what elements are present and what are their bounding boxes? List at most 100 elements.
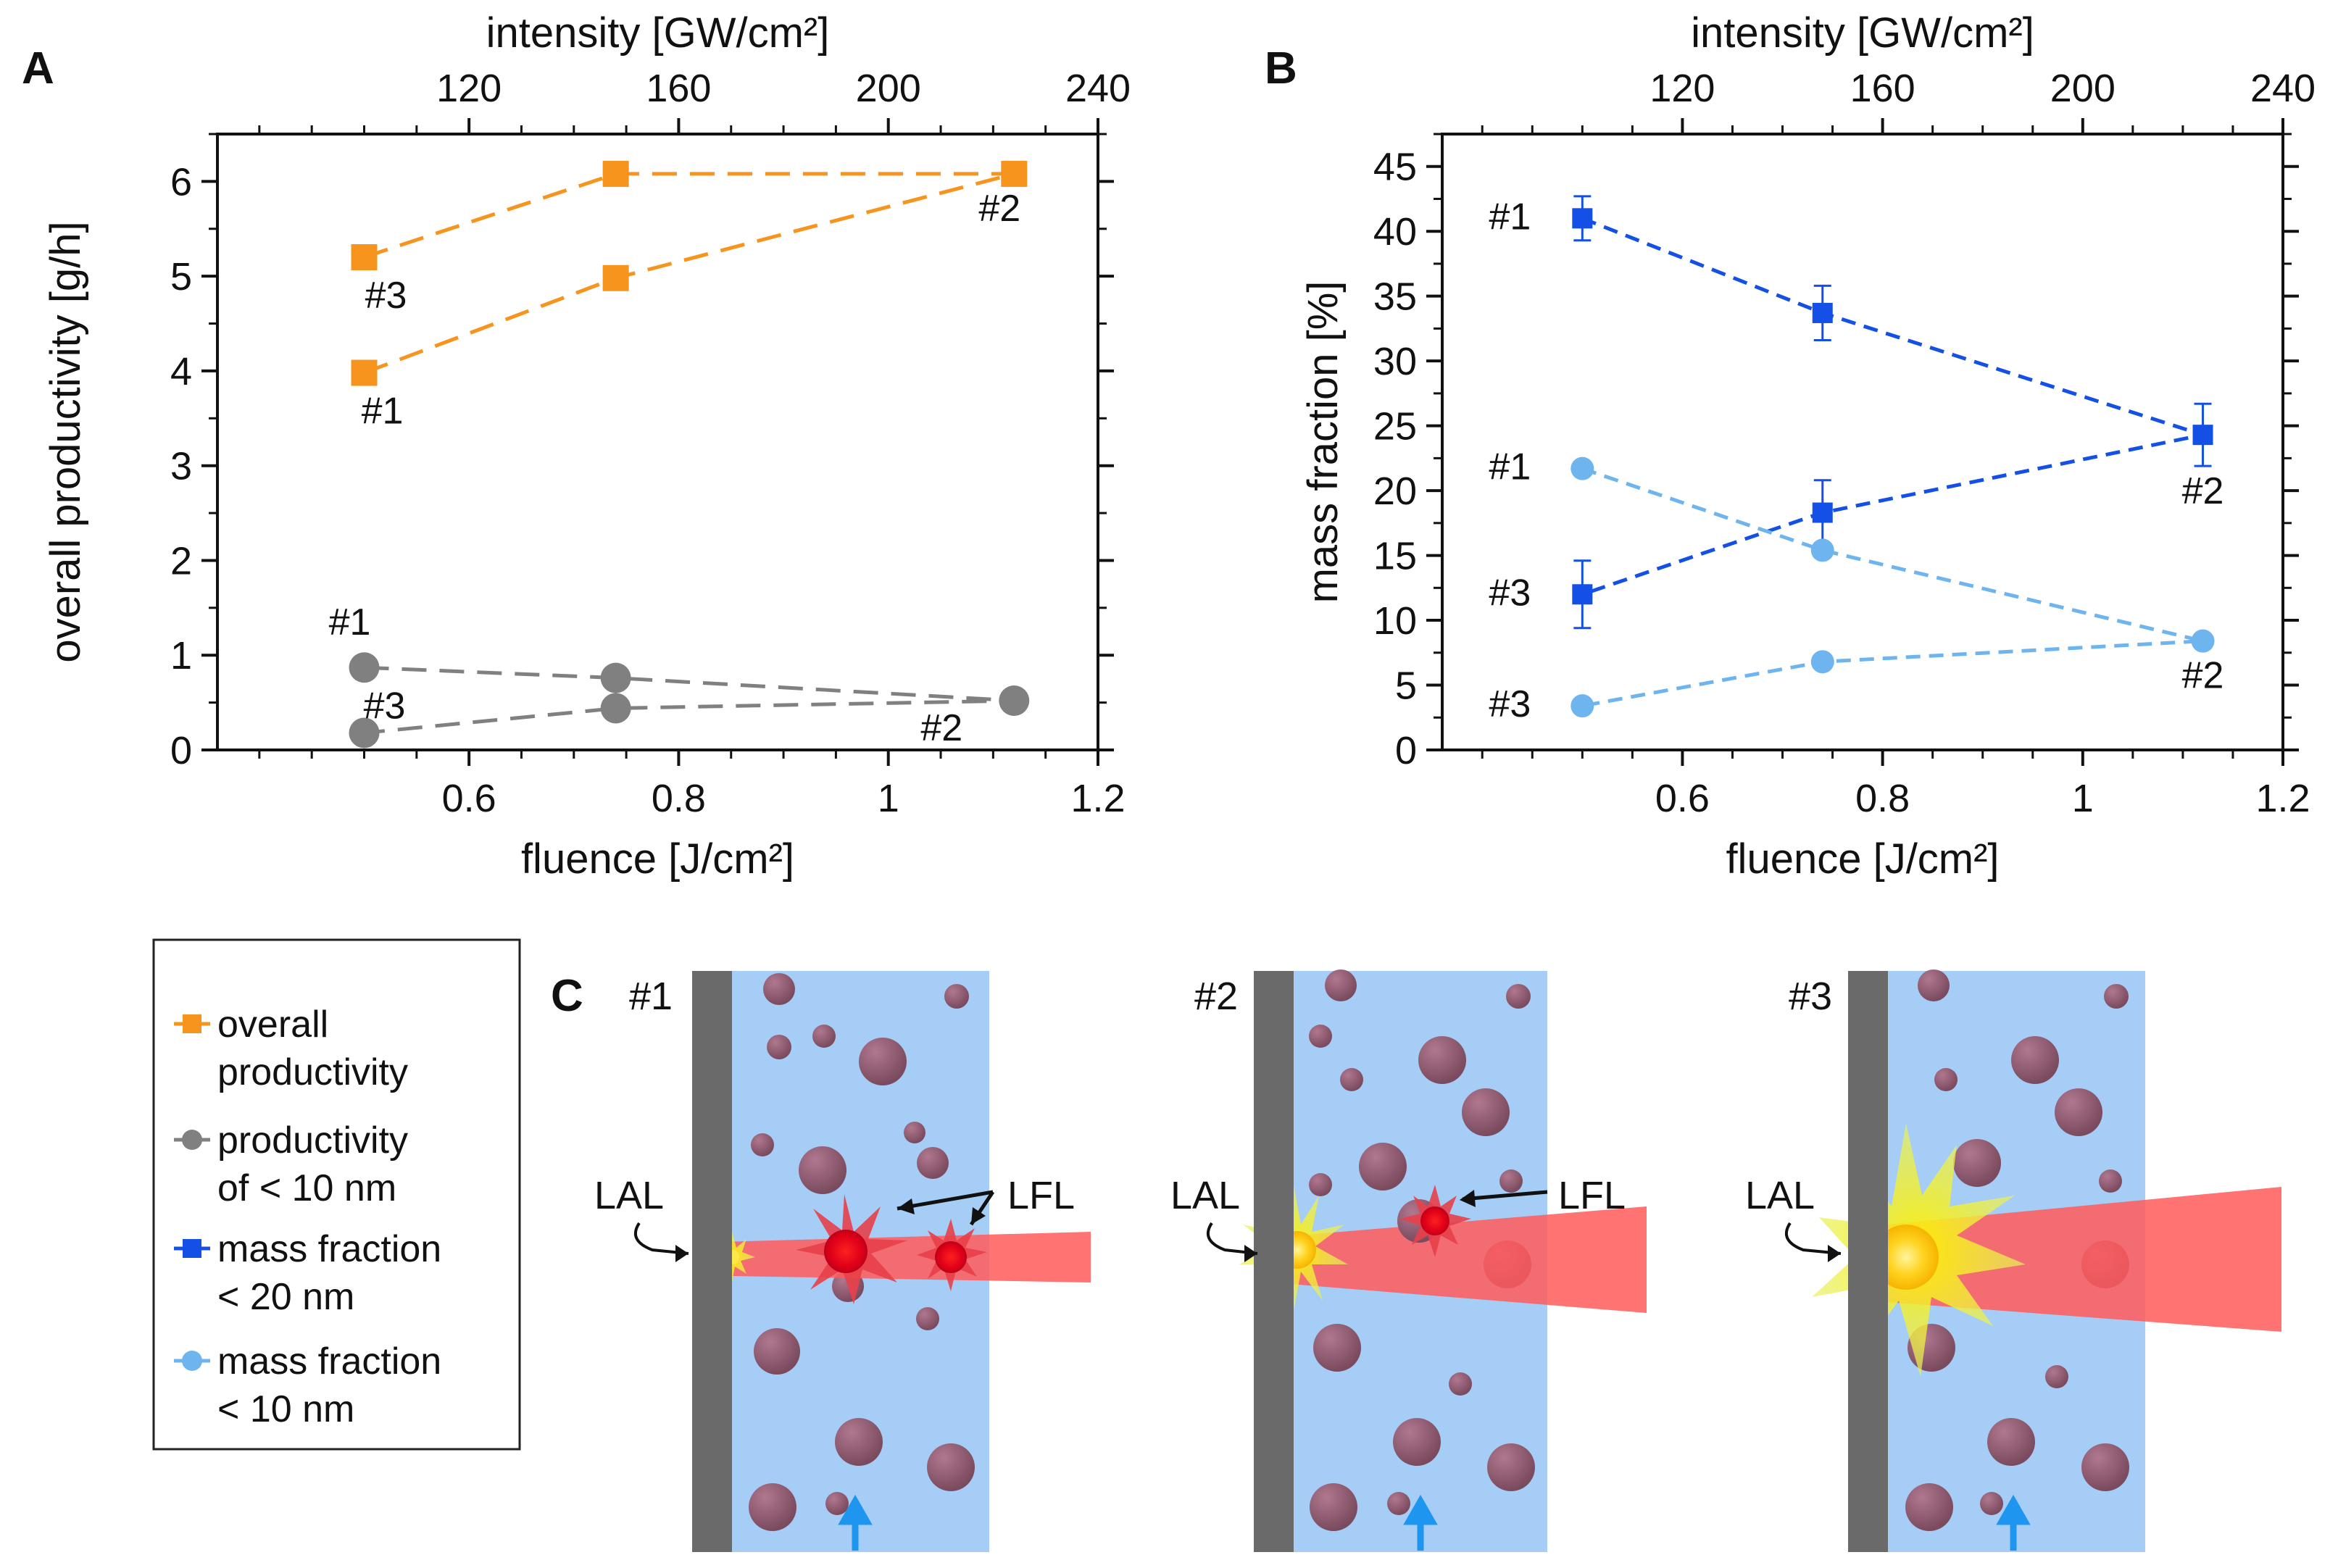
- particle: [1313, 1324, 1361, 1372]
- x-tick-label: 1.2: [1070, 777, 1125, 820]
- series-line: [1581, 467, 2204, 708]
- y-tick-label: 4: [170, 350, 192, 393]
- particle: [916, 1307, 939, 1330]
- lfl-particle-core: [935, 1241, 967, 1273]
- lal-pointer-arrow: [1785, 1222, 1842, 1255]
- y-tick-label: 15: [1373, 535, 1417, 578]
- y-tick-label: 3: [170, 445, 192, 488]
- arrowhead-icon: [1460, 1190, 1476, 1207]
- particle: [859, 1038, 907, 1085]
- lal-label: LAL: [1170, 1174, 1240, 1217]
- x-tick-label: 0.8: [1855, 777, 1910, 820]
- y-tick-label: 5: [170, 255, 192, 299]
- target-plate: [1254, 971, 1294, 1552]
- legend-square-marker: [183, 1014, 201, 1033]
- panel-letter-b: B: [1265, 43, 1297, 93]
- legend-item-overall-productivity: overall productivity: [174, 1004, 408, 1093]
- flow-arrow-icon: [1996, 1494, 2031, 1551]
- legend-circle-marker: [182, 1130, 202, 1150]
- x2-tick-label: 240: [1065, 67, 1131, 110]
- legend-item-mass-fraction-10nm: mass fraction < 10 nm: [174, 1340, 441, 1430]
- data-point-square: [602, 160, 629, 187]
- plot-frame: [216, 133, 1099, 751]
- particle: [825, 1492, 849, 1515]
- lal-pointer-arrow: [1207, 1222, 1258, 1255]
- particle: [1418, 1036, 1466, 1084]
- particle: [1918, 969, 1950, 1001]
- y-tick-label: 1: [170, 634, 192, 677]
- particle: [944, 984, 969, 1009]
- particle: [835, 1418, 883, 1466]
- x-axis-title: fluence [J/cm²]: [1726, 835, 1999, 883]
- legend-label-line2: < 10 nm: [217, 1388, 354, 1430]
- particle: [1309, 1173, 1332, 1196]
- lal-label: LAL: [594, 1174, 664, 1217]
- legend-item-mass-fraction-20nm: mass fraction < 20 nm: [174, 1228, 441, 1318]
- panel-a: A 0.6 0.8 1 1.2 120 160 200 240 0 1 2 3 4 5 6 fluence […: [22, 9, 1131, 883]
- y-tick-label: 0: [170, 729, 192, 772]
- particle: [763, 973, 795, 1005]
- data-point-label: #1: [1489, 446, 1531, 488]
- particle: [2081, 1443, 2129, 1491]
- x-tick-label: 0.8: [652, 777, 706, 820]
- particle: [1487, 1443, 1535, 1491]
- legend-label-line2: of < 10 nm: [217, 1167, 396, 1209]
- legend-label-line2: productivity: [217, 1051, 408, 1093]
- data-point-label: #2: [2182, 655, 2224, 697]
- data-point-square: [1001, 160, 1028, 187]
- legend-label-line1: mass fraction: [217, 1340, 441, 1383]
- legend: overall productivity productivity of < 1…: [152, 938, 521, 1451]
- x-tick-label: 1.2: [2255, 777, 2310, 820]
- data-point-circle: [600, 693, 631, 724]
- legend-circle-marker: [182, 1351, 202, 1371]
- particle: [2055, 1088, 2102, 1136]
- particle: [1499, 1169, 1523, 1193]
- laser-beam: [692, 1232, 1091, 1283]
- data-point-label: #1: [1489, 196, 1531, 238]
- arrowhead-icon: [897, 1198, 915, 1214]
- arrowhead-icon: [675, 1245, 688, 1262]
- particle: [1387, 1492, 1410, 1515]
- legend-frame: [152, 938, 521, 1451]
- particle: [1506, 984, 1531, 1009]
- data-point-circle: [600, 662, 631, 693]
- scene-id-label: #1: [629, 975, 673, 1018]
- lal-pointer-arrow: [634, 1222, 689, 1255]
- particle: [754, 1328, 800, 1375]
- particle: [767, 1035, 791, 1059]
- legend-label-line1: mass fraction: [217, 1228, 441, 1270]
- particle: [1310, 1483, 1357, 1531]
- x-tick-label: 1: [878, 777, 899, 820]
- data-point-circle: [2191, 629, 2215, 653]
- data-point-label: #2: [978, 188, 1020, 230]
- particle: [917, 1147, 949, 1179]
- panel-c: C: [551, 969, 2281, 1552]
- x2-axis-title: intensity [GW/cm²]: [1691, 9, 2034, 57]
- x-axis-title: fluence [J/cm²]: [521, 835, 794, 883]
- particle: [2099, 1169, 2122, 1193]
- particle: [2011, 1036, 2059, 1084]
- particles: [1905, 969, 2129, 1531]
- x2-tick-label: 240: [2250, 67, 2316, 110]
- y-tick-label: 30: [1373, 340, 1417, 383]
- x-tick-label: 1: [2072, 777, 2094, 820]
- particle: [1359, 1143, 1407, 1190]
- data-point-square: [1572, 584, 1593, 605]
- y-tick-label: 35: [1373, 275, 1417, 319]
- particle: [1449, 1372, 1472, 1396]
- particle: [749, 1483, 796, 1531]
- x-tick-label: 0.6: [1655, 777, 1710, 820]
- flow-arrow-icon: [1403, 1494, 1438, 1551]
- particle: [799, 1146, 846, 1194]
- arrowhead-icon: [1244, 1245, 1257, 1262]
- data-point-label: #3: [1489, 683, 1531, 725]
- data-point-square: [2192, 425, 2213, 446]
- y-axis-title: overall productivity [g/h]: [42, 221, 89, 662]
- particle: [1934, 1068, 1958, 1091]
- scene-3: #3 LAL: [1745, 969, 2281, 1552]
- legend-label-line1: overall: [217, 1004, 328, 1046]
- particle: [812, 1025, 836, 1048]
- particle: [1980, 1492, 2003, 1515]
- scene-id-label: #3: [1789, 975, 1832, 1018]
